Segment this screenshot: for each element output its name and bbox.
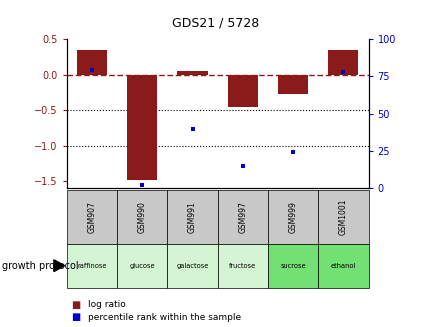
Text: GDS21 / 5728: GDS21 / 5728 (172, 16, 258, 29)
Text: GSM999: GSM999 (288, 201, 297, 232)
Text: GSM907: GSM907 (87, 201, 96, 232)
Point (339, 69, 346, 75)
Text: glucose: glucose (129, 263, 155, 269)
Text: percentile rank within the sample: percentile rank within the sample (88, 313, 241, 322)
Point (239, 163, 246, 168)
Text: GSM1001: GSM1001 (338, 198, 347, 235)
Text: growth protocol: growth protocol (2, 261, 79, 271)
Bar (177, 71, 207, 75)
Bar (227, 75, 257, 107)
Text: log ratio: log ratio (88, 300, 126, 309)
Point (88, 68, 95, 73)
Text: ■: ■ (71, 312, 80, 322)
Text: fructose: fructose (229, 263, 256, 269)
Point (138, 182, 145, 188)
Bar (328, 50, 358, 75)
Text: GSM990: GSM990 (138, 201, 146, 232)
Text: sucrose: sucrose (280, 263, 305, 269)
Text: raffinose: raffinose (77, 263, 107, 269)
Text: GSM991: GSM991 (187, 201, 197, 232)
Text: ■: ■ (71, 300, 80, 310)
Point (189, 126, 196, 131)
Text: galactose: galactose (176, 263, 208, 269)
Text: GSM997: GSM997 (238, 201, 247, 232)
Bar (77, 50, 107, 75)
Bar (127, 75, 157, 180)
Text: ethanol: ethanol (330, 263, 355, 269)
Bar (277, 75, 307, 94)
Point (289, 150, 296, 155)
